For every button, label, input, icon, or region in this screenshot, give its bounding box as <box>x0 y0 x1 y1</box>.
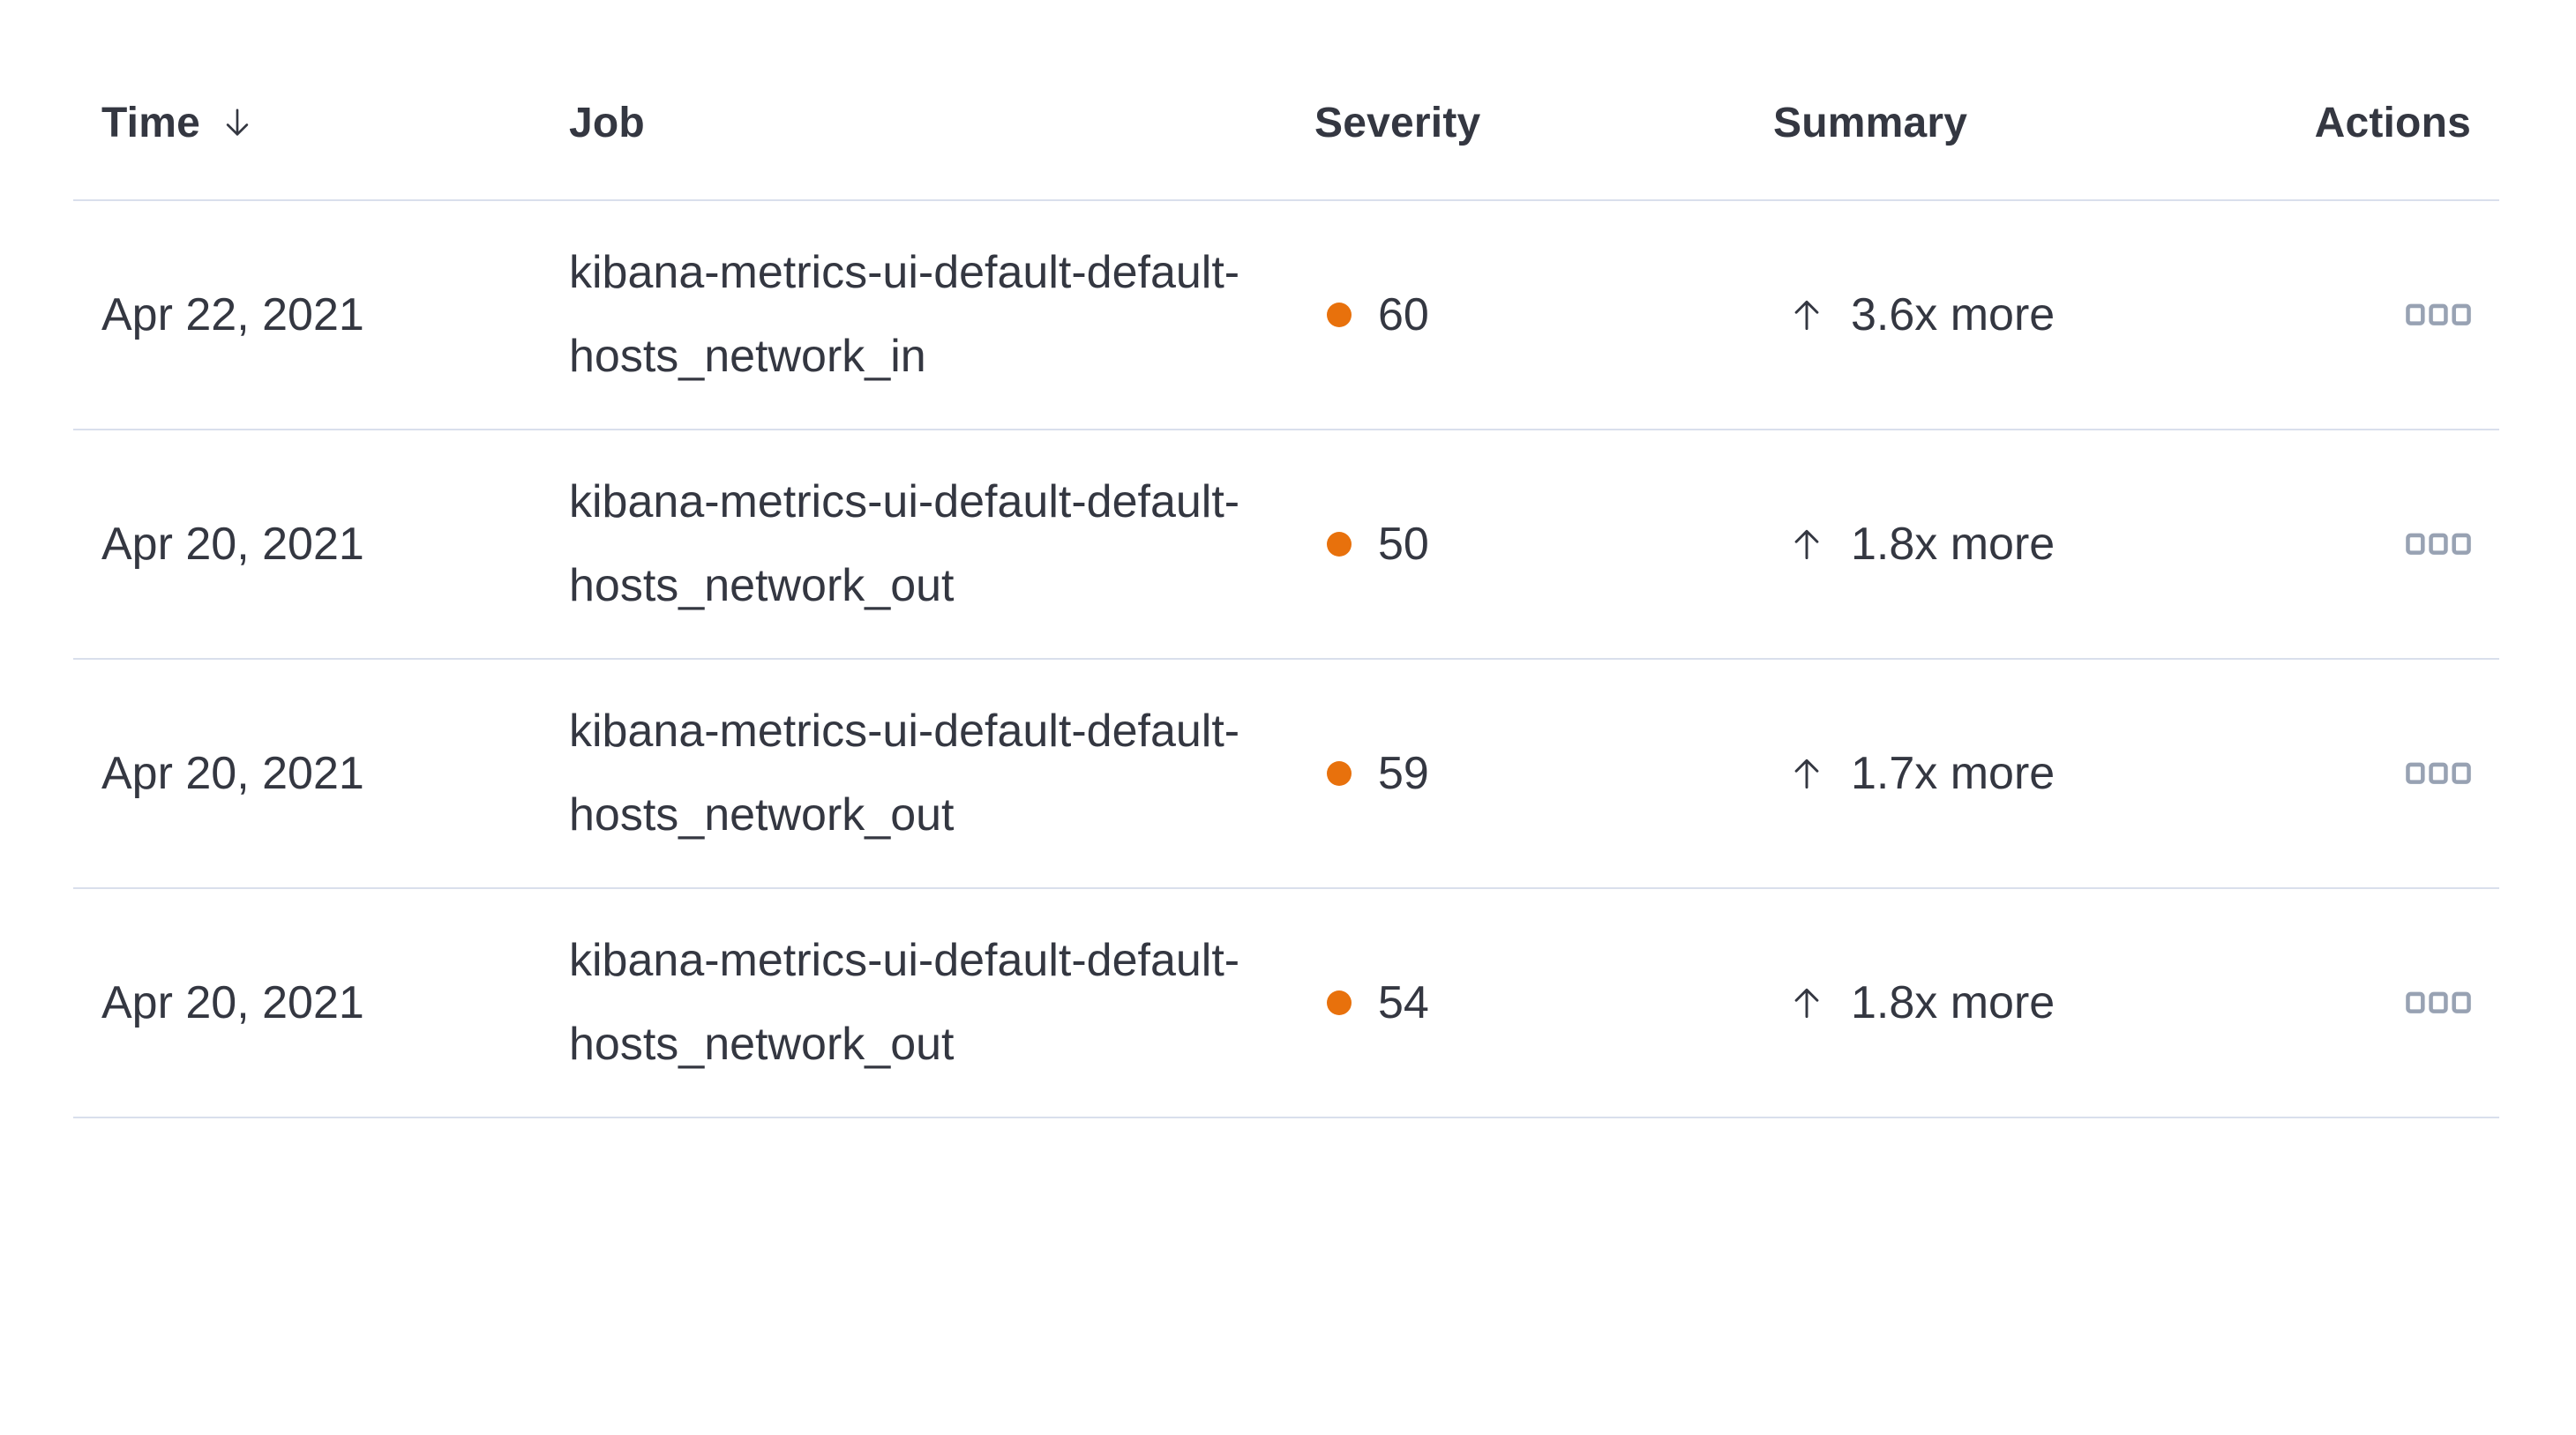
anomaly-job-id: kibana-metrics-ui-default-default-hosts_… <box>569 706 1240 841</box>
anomaly-time: Apr 20, 2021 <box>101 748 364 799</box>
row-actions-button[interactable] <box>2406 982 2471 1024</box>
anomaly-time: Apr 20, 2021 <box>101 519 364 570</box>
severity-score: 54 <box>1378 977 1429 1028</box>
severity-dot-icon <box>1327 303 1352 327</box>
severity-dot-icon <box>1327 761 1352 786</box>
severity-score: 50 <box>1378 519 1429 570</box>
column-header-severity: Severity <box>1314 99 1481 146</box>
table-row: Apr 20, 2021 kibana-metrics-ui-default-d… <box>73 430 2499 660</box>
severity-dot-icon <box>1327 532 1352 557</box>
boxes-horizontal-icon <box>2406 991 2471 1013</box>
arrow-up-icon <box>1794 988 1819 1019</box>
cell-job: kibana-metrics-ui-default-default-hosts_… <box>569 460 1314 628</box>
sort-descending-icon <box>226 108 249 136</box>
row-actions-button[interactable] <box>2406 523 2471 565</box>
cell-severity: 54 <box>1314 976 1773 1029</box>
cell-actions <box>2303 752 2499 795</box>
cell-summary: 1.8x more <box>1773 976 2303 1029</box>
cell-summary: 3.6x more <box>1773 288 2303 341</box>
table-header-row: Time Job Severity Summary Actions <box>73 0 2499 201</box>
severity-score: 59 <box>1378 748 1429 799</box>
anomaly-time: Apr 22, 2021 <box>101 289 364 340</box>
column-header-actions: Actions <box>2314 99 2471 146</box>
column-header-time-label: Time <box>101 99 200 146</box>
boxes-horizontal-icon <box>2406 762 2471 784</box>
cell-actions <box>2303 982 2499 1024</box>
anomaly-summary-text: 1.8x more <box>1851 519 2056 570</box>
anomaly-job-id: kibana-metrics-ui-default-default-hosts_… <box>569 935 1240 1070</box>
cell-job: kibana-metrics-ui-default-default-hosts_… <box>569 231 1314 399</box>
cell-time: Apr 20, 2021 <box>73 518 569 571</box>
cell-actions <box>2303 523 2499 565</box>
cell-severity: 60 <box>1314 288 1773 341</box>
cell-job: kibana-metrics-ui-default-default-hosts_… <box>569 690 1314 857</box>
cell-time: Apr 20, 2021 <box>73 976 569 1029</box>
anomaly-summary-text: 3.6x more <box>1851 289 2056 340</box>
column-header-summary: Summary <box>1773 99 1968 146</box>
table-body: Apr 22, 2021 kibana-metrics-ui-default-d… <box>73 201 2499 1118</box>
cell-summary: 1.7x more <box>1773 747 2303 800</box>
arrow-up-icon <box>1794 529 1819 560</box>
cell-severity: 50 <box>1314 518 1773 571</box>
row-actions-button[interactable] <box>2406 294 2471 336</box>
table-row: Apr 20, 2021 kibana-metrics-ui-default-d… <box>73 889 2499 1118</box>
arrow-up-icon <box>1794 300 1819 331</box>
anomaly-summary-text: 1.7x more <box>1851 748 2056 799</box>
column-header-job: Job <box>569 99 645 146</box>
severity-dot-icon <box>1327 990 1352 1015</box>
anomalies-table: Time Job Severity Summary Actions Apr 22… <box>73 0 2499 1118</box>
anomaly-summary-text: 1.8x more <box>1851 977 2056 1028</box>
cell-job: kibana-metrics-ui-default-default-hosts_… <box>569 919 1314 1087</box>
boxes-horizontal-icon <box>2406 533 2471 555</box>
anomaly-job-id: kibana-metrics-ui-default-default-hosts_… <box>569 247 1240 382</box>
table-row: Apr 20, 2021 kibana-metrics-ui-default-d… <box>73 660 2499 889</box>
cell-actions <box>2303 294 2499 336</box>
arrow-up-icon <box>1794 759 1819 789</box>
anomaly-job-id: kibana-metrics-ui-default-default-hosts_… <box>569 476 1240 611</box>
table-row: Apr 22, 2021 kibana-metrics-ui-default-d… <box>73 201 2499 430</box>
cell-severity: 59 <box>1314 747 1773 800</box>
boxes-horizontal-icon <box>2406 303 2471 325</box>
row-actions-button[interactable] <box>2406 752 2471 795</box>
cell-summary: 1.8x more <box>1773 518 2303 571</box>
anomaly-time: Apr 20, 2021 <box>101 977 364 1028</box>
cell-time: Apr 20, 2021 <box>73 747 569 800</box>
severity-score: 60 <box>1378 289 1429 340</box>
cell-time: Apr 22, 2021 <box>73 288 569 341</box>
column-header-time[interactable]: Time <box>73 99 569 147</box>
